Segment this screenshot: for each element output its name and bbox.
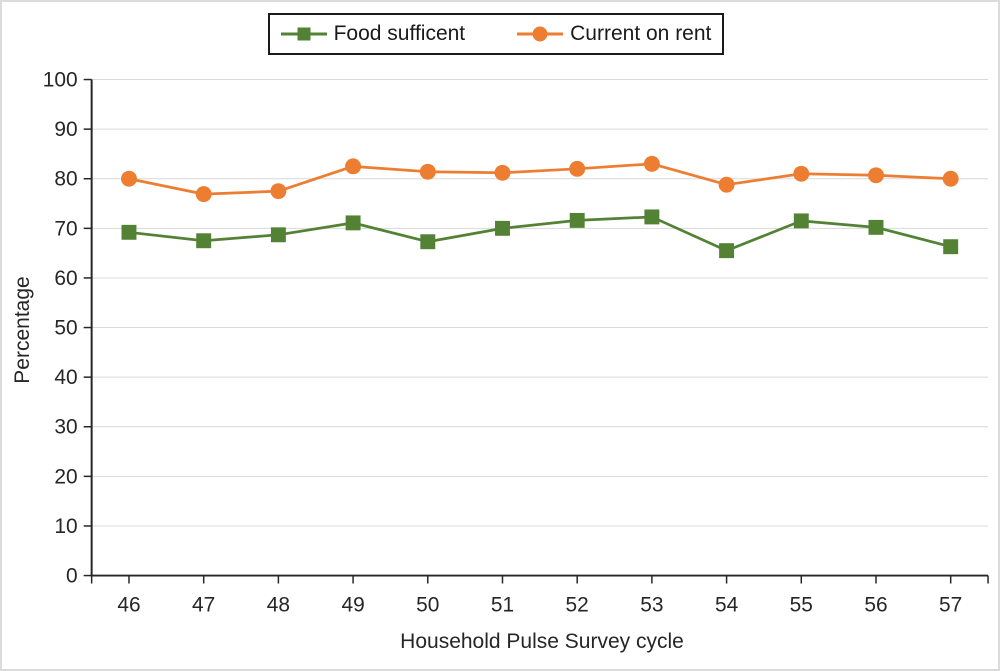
y-axis-title: Percentage <box>11 276 34 384</box>
legend-label: Food sufficent <box>333 22 466 45</box>
y-tick-label: 30 <box>54 416 77 439</box>
y-tick-label: 90 <box>54 118 77 141</box>
food-sufficent-point <box>270 227 286 243</box>
current-on-rent-point <box>195 186 212 203</box>
legend: Food sufficent Current on rent <box>268 13 724 55</box>
current-on-rent-line <box>128 162 951 196</box>
food-sufficent-point <box>569 212 585 228</box>
food-sufficent-point <box>345 215 361 231</box>
x-tick-label: 51 <box>491 593 514 616</box>
y-tick-label: 40 <box>54 366 77 389</box>
food-sufficent-point <box>196 233 212 249</box>
current-on-rent-point <box>942 170 959 187</box>
square-marker-icon <box>280 27 327 41</box>
y-tick-label: 0 <box>66 565 78 588</box>
x-tick-label: 54 <box>715 593 738 616</box>
food-sufficent-point <box>495 220 510 236</box>
x-tick-label: 56 <box>864 593 887 616</box>
y-tick-label: 10 <box>54 515 77 538</box>
food-sufficent-point <box>121 224 137 240</box>
x-tick-label: 49 <box>341 593 364 616</box>
x-axis-title: Household Pulse Survey cycle <box>400 630 684 653</box>
y-tick-label: 100 <box>43 69 78 92</box>
current-on-rent-point <box>868 167 884 184</box>
y-tick-label: 50 <box>54 317 77 340</box>
x-tick-label: 55 <box>790 593 813 616</box>
current-on-rent-point <box>345 158 362 175</box>
food-sufficent-point <box>420 234 436 250</box>
current-on-rent-point <box>793 165 810 182</box>
food-sufficent-point <box>644 209 660 225</box>
x-tick-label: 57 <box>939 593 962 616</box>
food-sufficent-point <box>719 243 735 259</box>
y-tick-label: 20 <box>54 465 77 488</box>
y-tick-label: 60 <box>54 267 77 290</box>
current-on-rent-point <box>569 160 586 177</box>
current-on-rent-point <box>643 155 660 172</box>
x-tick-label: 46 <box>117 593 140 616</box>
food-sufficent-point <box>793 213 809 229</box>
current-on-rent-point <box>718 176 735 193</box>
x-tick-label: 48 <box>267 593 290 616</box>
legend-item-food-sufficent: Food sufficent <box>280 22 466 46</box>
y-tick-label: 70 <box>54 217 77 240</box>
food-sufficent-point <box>943 239 959 255</box>
x-tick-label: 52 <box>566 593 589 616</box>
current-on-rent-point <box>270 183 287 200</box>
x-tick-label: 53 <box>640 593 663 616</box>
current-on-rent-point <box>121 170 137 187</box>
food-sufficent-line <box>128 215 952 253</box>
x-tick-label: 47 <box>192 593 215 616</box>
legend-item-current-on-rent: Current on rent <box>517 22 711 46</box>
circle-marker-icon <box>517 26 564 42</box>
y-tick-label: 80 <box>54 168 77 191</box>
current-on-rent-point <box>494 164 511 181</box>
legend-label: Current on rent <box>570 22 712 45</box>
food-sufficent-point <box>868 219 884 235</box>
x-tick-label: 50 <box>416 593 439 616</box>
current-on-rent-point <box>419 163 436 180</box>
